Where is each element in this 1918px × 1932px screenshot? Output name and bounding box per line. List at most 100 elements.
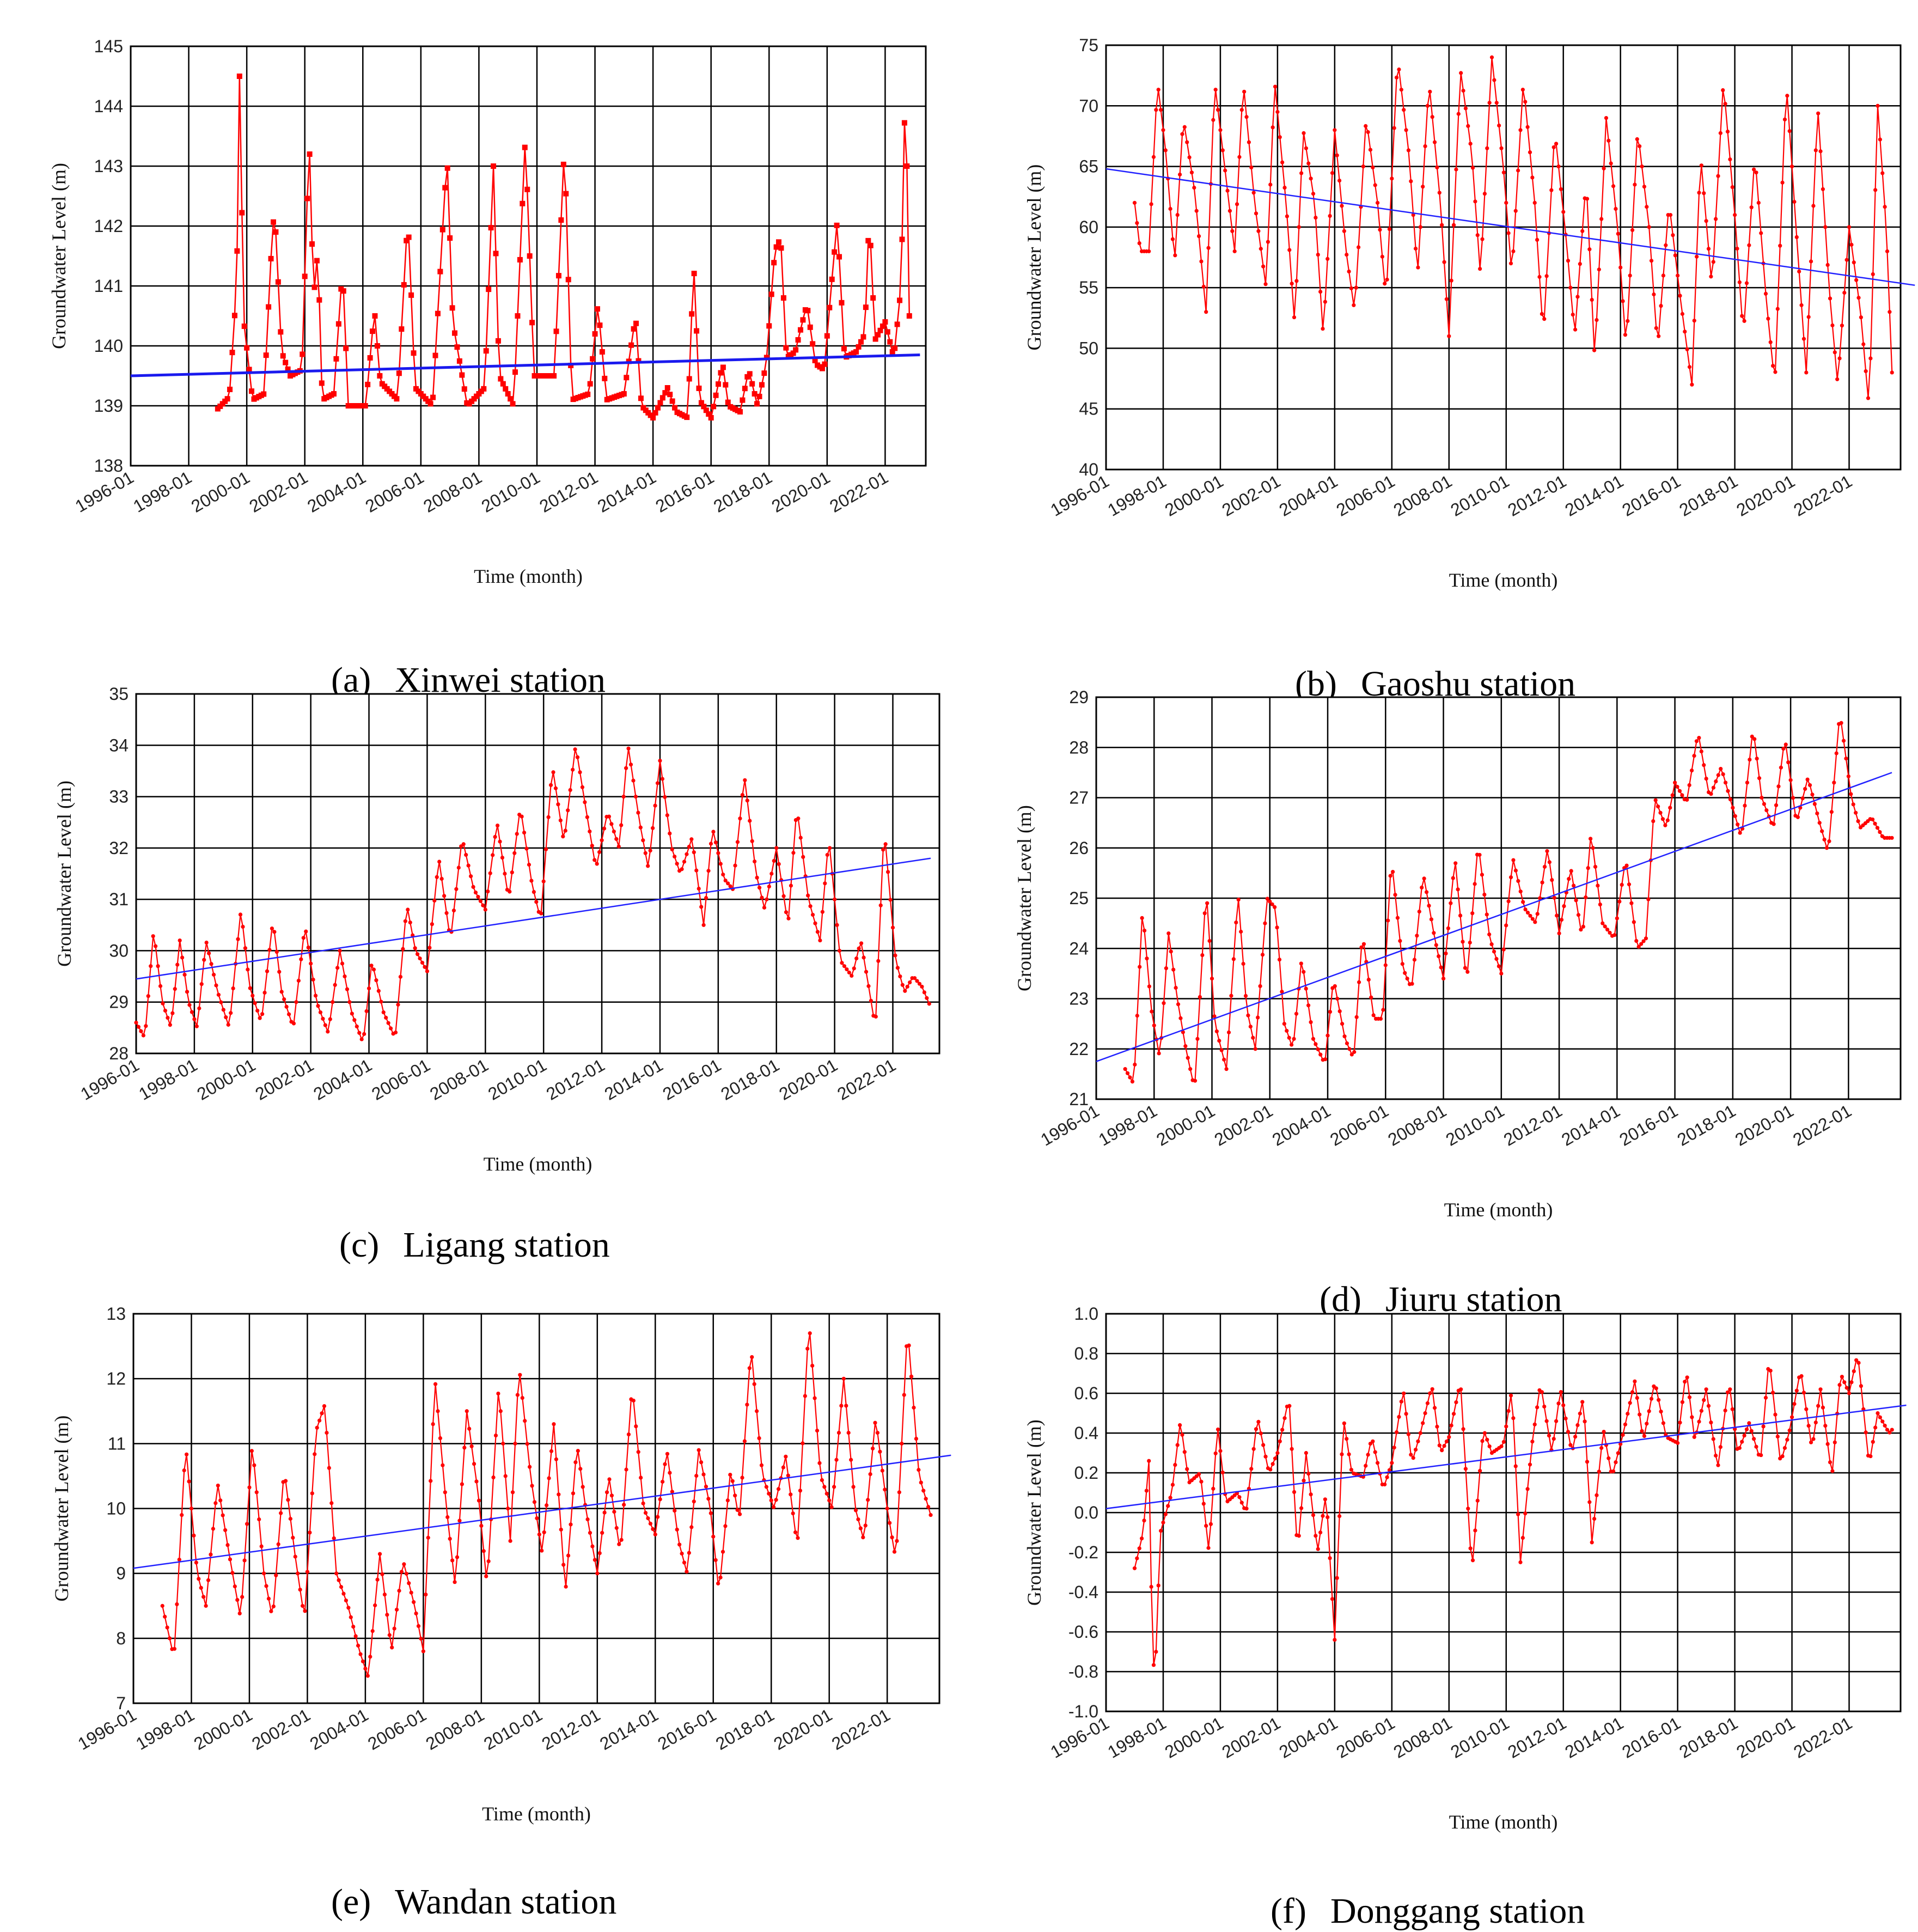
data-point <box>1285 214 1289 218</box>
data-point <box>813 1396 817 1400</box>
data-point <box>847 970 851 975</box>
data-point <box>500 381 506 387</box>
data-point <box>369 964 374 968</box>
data-point <box>1218 1449 1223 1453</box>
data-point <box>1569 869 1573 873</box>
data-point <box>316 1004 320 1008</box>
data-point <box>834 1458 839 1462</box>
data-point <box>1444 297 1449 301</box>
data-point <box>352 1018 357 1022</box>
data-point <box>1656 805 1660 809</box>
data-point <box>1499 1444 1504 1448</box>
data-point <box>689 311 695 317</box>
data-point <box>1373 183 1377 187</box>
data-point <box>1730 185 1734 190</box>
data-point <box>427 401 433 407</box>
data-point <box>1416 1439 1420 1443</box>
data-point <box>1676 273 1680 278</box>
plot-area-gaoshu <box>1105 44 1902 471</box>
data-point <box>1778 243 1782 248</box>
data-point <box>1454 1400 1458 1405</box>
data-point <box>781 894 786 898</box>
data-point <box>1730 1407 1734 1411</box>
data-point <box>1726 789 1730 793</box>
data-point <box>1259 1431 1263 1436</box>
data-point <box>1195 1037 1200 1041</box>
data-point <box>1206 246 1211 250</box>
data-point <box>599 349 605 355</box>
data-point <box>854 956 859 961</box>
data-point <box>505 391 511 397</box>
data-point <box>209 962 213 966</box>
data-point <box>740 793 744 797</box>
data-point <box>141 1033 145 1038</box>
data-point <box>1779 765 1783 770</box>
data-point <box>170 1011 175 1015</box>
data-point <box>235 1598 240 1602</box>
data-point <box>1754 1445 1758 1449</box>
data-point <box>900 983 905 987</box>
data-point <box>320 1411 324 1416</box>
data-point <box>243 946 248 950</box>
data-point <box>1421 1421 1425 1425</box>
data-point <box>602 375 608 381</box>
data-point <box>437 269 443 275</box>
data-point <box>1213 88 1218 92</box>
data-point <box>673 1508 677 1513</box>
data-point <box>1275 925 1279 930</box>
data-point <box>1345 1436 1349 1441</box>
data-point <box>1366 1453 1370 1457</box>
data-point <box>216 992 221 997</box>
data-point <box>478 899 482 903</box>
data-point <box>1243 994 1248 998</box>
data-point <box>259 1544 264 1549</box>
data-point <box>462 1446 467 1450</box>
data-point <box>1678 294 1682 298</box>
data-point <box>134 1020 138 1025</box>
data-point <box>1580 229 1585 233</box>
data-point <box>789 883 793 888</box>
data-point <box>294 1000 298 1004</box>
data-point <box>777 862 781 866</box>
data-point <box>1395 916 1400 920</box>
data-point <box>1535 912 1540 916</box>
data-point <box>211 972 216 977</box>
data-point <box>597 322 603 328</box>
data-point <box>448 1537 452 1541</box>
data-point <box>1214 1029 1219 1034</box>
chart-panel-xinwei: 138 139 140 141 142 143 144 145 1996-01 1998-01 20… <box>0 0 959 588</box>
data-point <box>1830 323 1835 327</box>
data-point <box>1644 936 1648 941</box>
data-point <box>624 375 630 381</box>
data-point <box>1318 1052 1323 1057</box>
data-point <box>660 777 665 781</box>
data-point <box>1386 918 1390 923</box>
data-point <box>1180 1433 1184 1437</box>
data-point <box>740 1476 744 1480</box>
data-point <box>1418 1431 1422 1435</box>
data-point <box>1430 115 1434 119</box>
data-point <box>1704 219 1708 223</box>
data-point <box>1533 920 1537 924</box>
data-point <box>1633 1379 1637 1384</box>
data-point <box>1520 1535 1525 1540</box>
data-point <box>1151 1663 1156 1667</box>
data-point <box>1742 319 1746 323</box>
data-point <box>1785 94 1789 98</box>
data-point <box>1841 739 1846 743</box>
data-point <box>1390 176 1394 181</box>
data-point <box>568 788 572 792</box>
data-point <box>1207 938 1212 943</box>
data-point <box>367 355 373 361</box>
data-point <box>529 320 535 326</box>
data-point <box>602 826 607 831</box>
data-point <box>443 1490 447 1495</box>
data-point <box>1147 249 1151 253</box>
data-point <box>1587 247 1592 252</box>
data-point <box>349 1615 353 1619</box>
data-point <box>659 395 665 401</box>
data-point <box>1311 192 1316 196</box>
data-point <box>665 1452 670 1456</box>
data-point <box>1470 911 1475 916</box>
data-point <box>828 846 832 850</box>
